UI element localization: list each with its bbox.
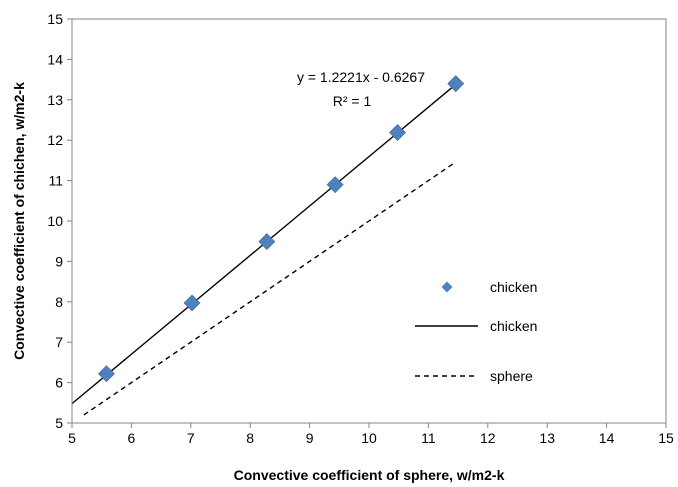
y-tick-label: 9	[55, 253, 63, 269]
x-tick-label: 8	[246, 430, 254, 446]
x-tick-label: 13	[539, 430, 555, 446]
trendline-equation: y = 1.2221x - 0.6267	[297, 69, 425, 85]
y-tick-label: 14	[47, 51, 63, 67]
legend-marker-chicken	[441, 281, 453, 293]
legend-label-chicken: chicken	[490, 279, 537, 295]
y-axis-title: Convective coefficient of chichen, w/m2-…	[11, 82, 27, 360]
x-tick-label: 14	[599, 430, 615, 446]
x-tick-label: 15	[658, 430, 674, 446]
y-tick-label: 13	[47, 92, 63, 108]
x-tick-label: 10	[361, 430, 377, 446]
y-axis-ticks: 5 6 7 8 9 10 11 12 13 14 15	[47, 11, 72, 431]
y-tick-label: 8	[55, 294, 63, 310]
legend-label-sphere: sphere	[490, 368, 533, 384]
data-point-chicken	[183, 294, 201, 312]
data-point-chicken	[389, 124, 406, 141]
x-axis-title: Convective coefficient of sphere, w/m2-k	[234, 467, 505, 483]
x-axis-ticks: 5 6 7 8 9 10 11 12 13 14 15	[68, 423, 674, 446]
x-tick-label: 11	[421, 430, 436, 446]
x-tick-label: 9	[306, 430, 314, 446]
series-markers	[98, 75, 465, 383]
legend-label-chicken: chicken	[490, 318, 537, 334]
y-tick-label: 5	[55, 415, 63, 431]
y-tick-label: 15	[47, 11, 63, 27]
plot-area-frame	[71, 18, 667, 424]
y-tick-label: 10	[47, 213, 63, 229]
y-tick-label: 6	[55, 375, 63, 391]
x-tick-label: 6	[128, 430, 136, 446]
y-tick-label: 11	[48, 173, 63, 189]
y-tick-label: 7	[55, 334, 63, 350]
data-point-chicken	[326, 176, 344, 194]
x-tick-label: 7	[187, 430, 195, 446]
x-tick-label: 12	[480, 430, 496, 446]
y-tick-label: 12	[47, 132, 63, 148]
data-point-chicken	[98, 365, 115, 383]
data-point-chicken	[258, 233, 276, 251]
trendline-r-squared: R² = 1	[333, 93, 372, 109]
data-point-chicken	[447, 75, 465, 93]
x-tick-label: 5	[68, 430, 76, 446]
legend: chicken chicken sphere	[415, 279, 537, 384]
series-line-sphere	[83, 161, 457, 416]
